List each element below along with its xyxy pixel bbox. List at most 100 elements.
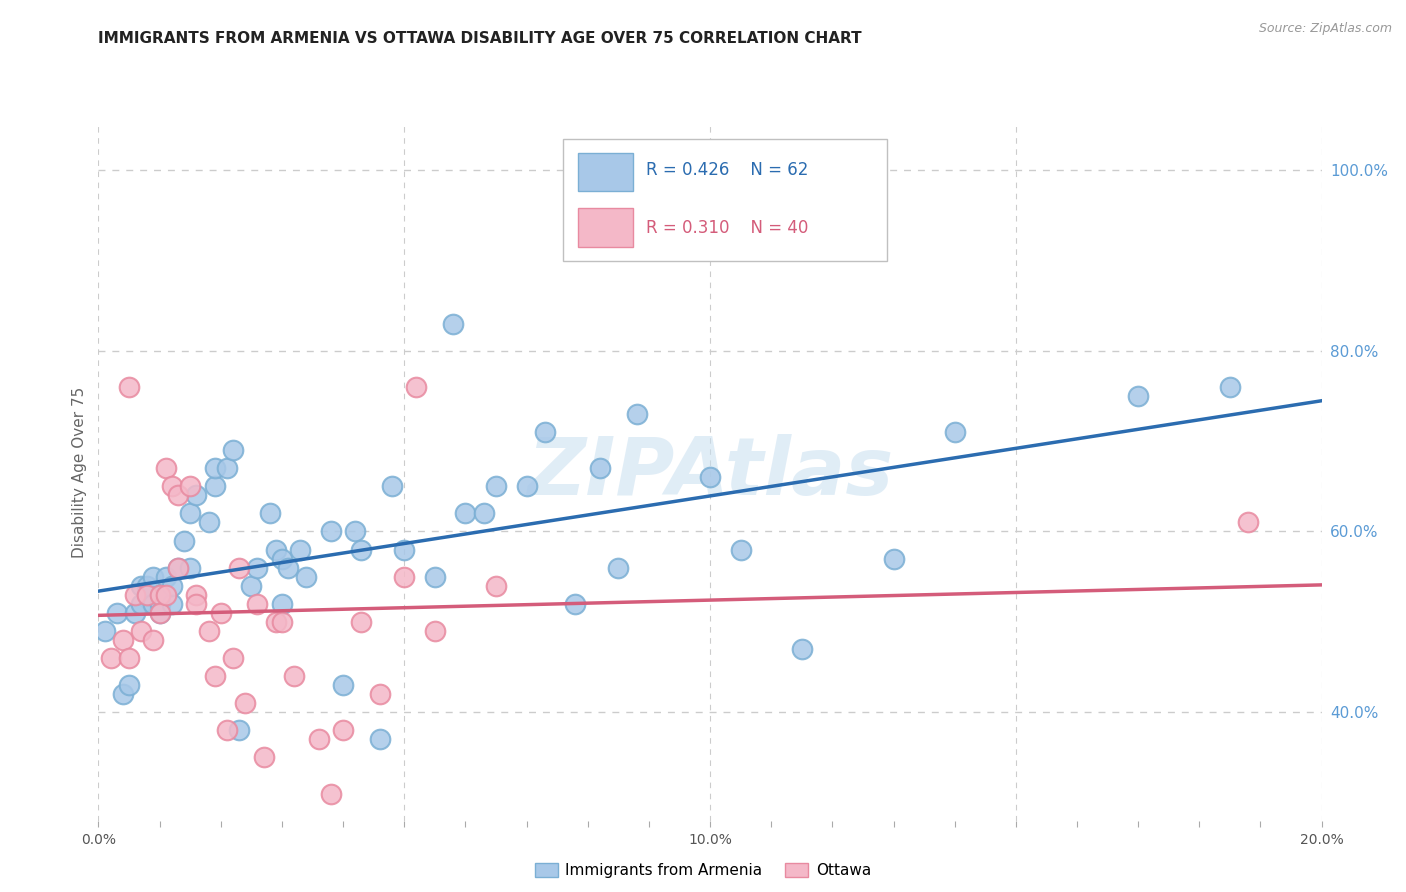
- Point: [186, 597, 208, 611]
- Point: [1237, 516, 1260, 530]
- Point: [472, 507, 495, 521]
- Point: [252, 750, 274, 764]
- Point: [160, 597, 183, 611]
- Point: [534, 425, 557, 439]
- Point: [270, 597, 292, 611]
- Legend: Immigrants from Armenia, Ottawa: Immigrants from Armenia, Ottawa: [529, 857, 877, 884]
- Point: [228, 723, 250, 738]
- Text: IMMIGRANTS FROM ARMENIA VS OTTAWA DISABILITY AGE OVER 75 CORRELATION CHART: IMMIGRANTS FROM ARMENIA VS OTTAWA DISABI…: [98, 31, 862, 46]
- Point: [179, 507, 201, 521]
- Point: [1219, 380, 1241, 394]
- Text: Source: ZipAtlas.com: Source: ZipAtlas.com: [1258, 22, 1392, 36]
- Point: [283, 669, 305, 683]
- Point: [240, 579, 263, 593]
- Point: [332, 723, 354, 738]
- Point: [790, 642, 813, 657]
- Point: [204, 479, 226, 493]
- Text: R = 0.426    N = 62: R = 0.426 N = 62: [647, 161, 808, 179]
- Point: [149, 588, 172, 602]
- Point: [943, 425, 966, 439]
- Point: [368, 732, 391, 747]
- Point: [485, 479, 508, 493]
- Point: [319, 524, 342, 539]
- FancyBboxPatch shape: [578, 209, 633, 247]
- FancyBboxPatch shape: [564, 139, 887, 260]
- Point: [136, 579, 159, 593]
- Point: [215, 461, 238, 475]
- Point: [186, 488, 208, 502]
- Point: [246, 597, 269, 611]
- Point: [454, 507, 477, 521]
- Point: [129, 579, 152, 593]
- Point: [368, 687, 391, 701]
- Point: [136, 588, 159, 602]
- Point: [222, 443, 245, 458]
- Point: [233, 696, 256, 710]
- Point: [155, 461, 177, 475]
- Point: [111, 632, 134, 647]
- Point: [344, 524, 367, 539]
- Point: [197, 624, 219, 638]
- Point: [308, 732, 330, 747]
- Point: [350, 542, 373, 557]
- Point: [160, 479, 183, 493]
- Point: [124, 606, 146, 620]
- Point: [589, 461, 612, 475]
- Point: [118, 380, 141, 394]
- Point: [423, 624, 446, 638]
- Point: [350, 615, 373, 629]
- Point: [607, 560, 630, 574]
- Point: [186, 588, 208, 602]
- Point: [149, 606, 172, 620]
- Text: R = 0.310    N = 40: R = 0.310 N = 40: [647, 219, 808, 237]
- Point: [270, 551, 292, 566]
- Text: ZIPAtlas: ZIPAtlas: [527, 434, 893, 512]
- Point: [149, 606, 172, 620]
- Point: [111, 687, 134, 701]
- Point: [204, 669, 226, 683]
- Point: [173, 533, 195, 548]
- Point: [392, 569, 416, 583]
- Point: [441, 317, 464, 331]
- Point: [290, 542, 312, 557]
- Point: [883, 551, 905, 566]
- Point: [332, 678, 354, 692]
- Point: [167, 488, 190, 502]
- Point: [142, 569, 165, 583]
- Point: [246, 560, 269, 574]
- Point: [277, 560, 299, 574]
- Point: [392, 542, 416, 557]
- Point: [564, 597, 586, 611]
- Point: [228, 560, 250, 574]
- Point: [405, 380, 427, 394]
- Point: [204, 461, 226, 475]
- Point: [155, 569, 177, 583]
- Point: [730, 542, 752, 557]
- Point: [215, 723, 238, 738]
- Point: [124, 588, 146, 602]
- Point: [699, 470, 721, 484]
- Point: [319, 787, 342, 801]
- Point: [179, 479, 201, 493]
- Point: [136, 588, 159, 602]
- Point: [222, 651, 245, 665]
- Point: [1128, 389, 1150, 403]
- Point: [149, 588, 172, 602]
- Point: [100, 651, 122, 665]
- Point: [381, 479, 404, 493]
- Point: [142, 597, 165, 611]
- Point: [167, 560, 190, 574]
- Point: [155, 588, 177, 602]
- Point: [160, 579, 183, 593]
- Point: [118, 678, 141, 692]
- Point: [197, 516, 219, 530]
- Point: [295, 569, 318, 583]
- Point: [167, 560, 190, 574]
- Point: [264, 615, 287, 629]
- FancyBboxPatch shape: [578, 153, 633, 191]
- Point: [423, 569, 446, 583]
- Point: [179, 560, 201, 574]
- Point: [270, 615, 292, 629]
- Point: [149, 597, 172, 611]
- Point: [93, 624, 115, 638]
